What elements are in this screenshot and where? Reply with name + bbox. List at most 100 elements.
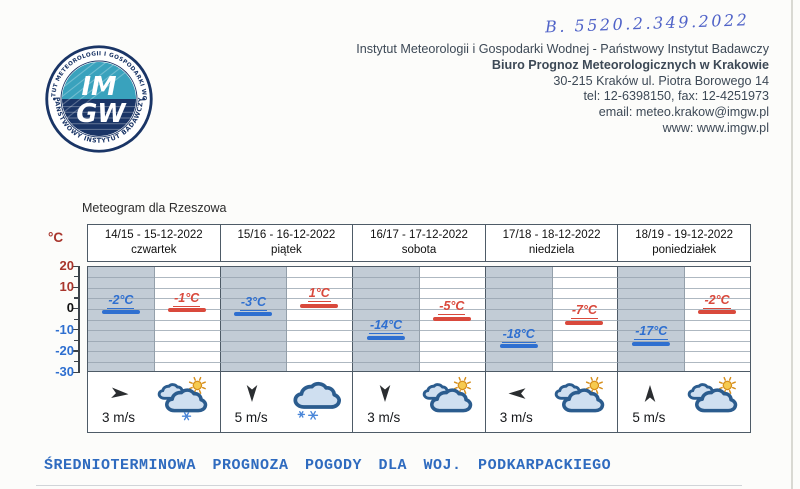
- night-shading: [353, 267, 419, 371]
- wind-weather-row: 3 m/s 5 m/s 3 m/s 3 m/s 5 m/s: [87, 372, 751, 433]
- wind-speed-label: 5 m/s: [234, 410, 268, 425]
- wind-speed-label: 3 m/s: [499, 410, 533, 425]
- min-temp-label-text: -14°C: [369, 318, 404, 335]
- axis-label: -10: [55, 321, 74, 337]
- weather-icon-cloud-snow: [285, 374, 343, 424]
- wind-direction-icon: [110, 387, 129, 399]
- half-day-divider: [551, 267, 553, 371]
- footer-divider: [36, 485, 742, 486]
- day-column-header: 17/18 - 18-12-2022 niedziela: [484, 225, 618, 261]
- min-temp-label-text: -18°C: [501, 326, 536, 343]
- max-temp-label-text: -7°C: [570, 303, 599, 320]
- max-temp-bar: [300, 303, 339, 308]
- min-temp-label-text: -17°C: [634, 324, 669, 341]
- max-temp-label: 1°C: [300, 286, 339, 308]
- min-temp-bar: [234, 312, 273, 317]
- axis-tick: [72, 265, 79, 267]
- axis-label: 0: [66, 300, 74, 316]
- date-label: 14/15 - 15-12-2022: [104, 229, 203, 241]
- day-conditions-cell: 5 m/s: [617, 372, 750, 432]
- weather-icon-clouds-sun: [550, 374, 608, 424]
- day-plot-cell: -17°C -2°C: [617, 267, 750, 371]
- day-plot-cell: -3°C 1°C: [219, 267, 353, 371]
- weekday-label: piątek: [271, 244, 302, 256]
- night-shading: [618, 267, 685, 371]
- min-temp-label-text: -3°C: [239, 294, 268, 311]
- min-temp-bar: [499, 344, 538, 349]
- axis-tick: [74, 360, 79, 363]
- imgw-logo-badge: IM GW INSTYTUT METEOROLOGII I GOSPODARKI…: [45, 45, 153, 153]
- axis-label: -30: [55, 364, 74, 379]
- max-temp-bar: [698, 310, 737, 315]
- weekday-label: poniedziałek: [652, 244, 717, 256]
- forecast-document-title: ŚREDNIOTERMINOWA PROGNOZA POGODY DLA WOJ…: [44, 457, 612, 474]
- axis-unit-label: °C: [48, 230, 64, 245]
- night-shading: [88, 267, 154, 371]
- axis-label: 10: [59, 279, 74, 295]
- institute-name: Instytut Meteorologii i Gospodarki Wodne…: [356, 42, 769, 56]
- axis-tick: [72, 286, 79, 288]
- axis-tick: [74, 318, 79, 320]
- day-conditions-cell: 5 m/s: [219, 372, 353, 432]
- half-day-divider: [418, 267, 420, 371]
- day-plot-cell: -18°C -7°C: [484, 267, 618, 371]
- bureau-name: Biuro Prognoz Meteorologicznych w Krakow…: [491, 57, 769, 72]
- date-label: 15/16 - 16-12-2022: [237, 229, 336, 241]
- wind-direction-icon: [641, 385, 658, 402]
- phone-fax-line: tel: 12-6398150, fax: 12-4251973: [583, 89, 769, 104]
- half-day-divider: [153, 267, 155, 371]
- wind-direction-icon: [508, 388, 526, 399]
- weekday-label: czwartek: [131, 244, 177, 256]
- half-day-divider: [286, 267, 288, 371]
- day-header-row: 14/15 - 15-12-2022 czwartek 15/16 - 16-12-…: [87, 224, 751, 262]
- day-conditions-cell: 3 m/s: [88, 372, 220, 432]
- weather-icon-clouds-sun-snow: [153, 374, 211, 424]
- max-temp-label-text: 1°C: [307, 286, 331, 303]
- min-temp-label: -18°C: [499, 326, 538, 349]
- letterhead: Instytut Meteorologii i Gospodarki Wodne…: [356, 42, 769, 137]
- min-temp-label: -2°C: [101, 292, 140, 315]
- night-shading: [220, 267, 287, 371]
- night-shading: [485, 267, 552, 371]
- min-temp-bar: [632, 341, 671, 346]
- logo-im-text: IM: [81, 72, 116, 102]
- wind-speed-label: 5 m/s: [632, 410, 666, 425]
- day-column-header: 16/17 - 17-12-2022 sobota: [352, 225, 485, 261]
- weekday-label: sobota: [401, 244, 437, 256]
- axis-tick: [72, 350, 79, 352]
- axis-tick: [72, 371, 79, 373]
- max-temp-label-text: -1°C: [173, 290, 201, 307]
- handwritten-reference-number: B. 5520.2.349.2022: [544, 10, 750, 37]
- axis-tick: [74, 276, 79, 278]
- min-temp-label-text: -2°C: [107, 292, 135, 309]
- wind-speed-label: 3 m/s: [367, 410, 401, 425]
- logo-gw-text: GW: [76, 99, 127, 129]
- max-temp-label: -5°C: [432, 300, 471, 321]
- date-label: 17/18 - 18-12-2022: [502, 229, 601, 241]
- wind-direction-icon: [376, 385, 393, 402]
- imgw-logo: IM GW INSTYTUT METEOROLOGII I GOSPODARKI…: [42, 42, 156, 156]
- temperature-plot-row: -2°C -1°C -3°C 1°C -14°C -5°C -18°C -7°C -17°C -2…: [87, 266, 751, 372]
- wind-speed-label: 3 m/s: [102, 410, 136, 425]
- day-plot-cell: -14°C -5°C: [352, 267, 485, 371]
- meteogram-title: Meteogram dla Rzeszowa: [82, 201, 227, 215]
- date-label: 16/17 - 17-12-2022: [370, 229, 468, 241]
- website-line: www: www.imgw.pl: [662, 120, 769, 135]
- axis-tick: [74, 297, 79, 299]
- min-temp-label: -17°C: [632, 324, 671, 346]
- day-conditions-cell: 3 m/s: [484, 372, 618, 432]
- max-temp-bar: [565, 320, 604, 325]
- max-temp-bar: [167, 308, 206, 313]
- address-line: 30-215 Kraków ul. Piotra Borowego 14: [553, 73, 769, 88]
- weekday-label: niedziela: [528, 244, 575, 256]
- max-temp-label-text: -2°C: [703, 292, 731, 309]
- weather-icon-clouds-sun: [683, 374, 741, 424]
- day-column-header: 15/16 - 16-12-2022 piątek: [219, 225, 353, 261]
- max-temp-label: -1°C: [167, 290, 206, 313]
- min-temp-bar: [101, 310, 140, 315]
- weather-icon-clouds-sun: [418, 374, 476, 424]
- axis-label: 20: [59, 258, 74, 273]
- date-label: 18/19 - 19-12-2022: [635, 229, 734, 241]
- email-line: email: meteo.krakow@imgw.pl: [598, 105, 769, 120]
